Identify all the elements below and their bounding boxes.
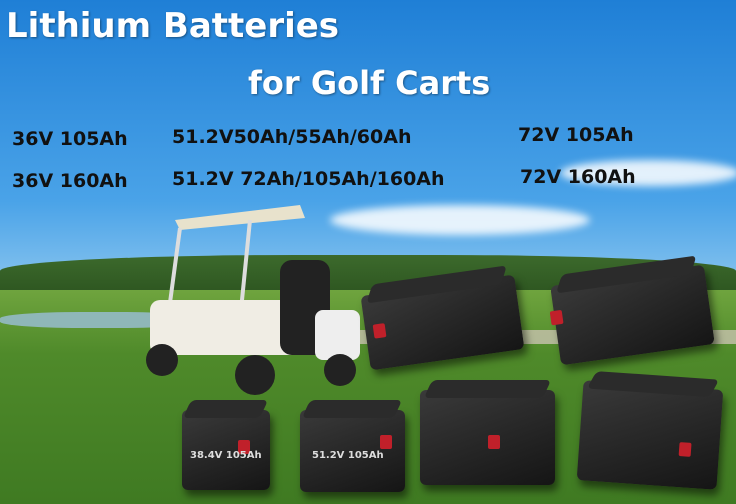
spec-text: 36V 105Ah	[12, 128, 128, 150]
spec-text: 51.2V50Ah/55Ah/60Ah	[172, 126, 412, 148]
cloud	[560, 160, 736, 186]
battery-51v: 51.2V 105Ah	[300, 400, 405, 492]
battery-51v-large	[420, 380, 555, 485]
cloud	[330, 205, 590, 235]
battery-label: 38.4V 105Ah	[190, 450, 262, 461]
battery-label: 51.2V 105Ah	[312, 450, 384, 461]
title-line-2: for Golf Carts	[248, 64, 491, 102]
golf-cart	[146, 205, 360, 395]
battery-51v-large	[576, 371, 724, 490]
title-line-1: Lithium Batteries	[6, 6, 340, 46]
battery-38v: 38.4V 105Ah	[182, 400, 270, 490]
spec-text: 72V 105Ah	[518, 124, 634, 146]
spec-text: 36V 160Ah	[12, 170, 128, 192]
spec-text: 72V 160Ah	[520, 166, 636, 188]
spec-text: 51.2V 72Ah/105Ah/160Ah	[172, 168, 445, 190]
